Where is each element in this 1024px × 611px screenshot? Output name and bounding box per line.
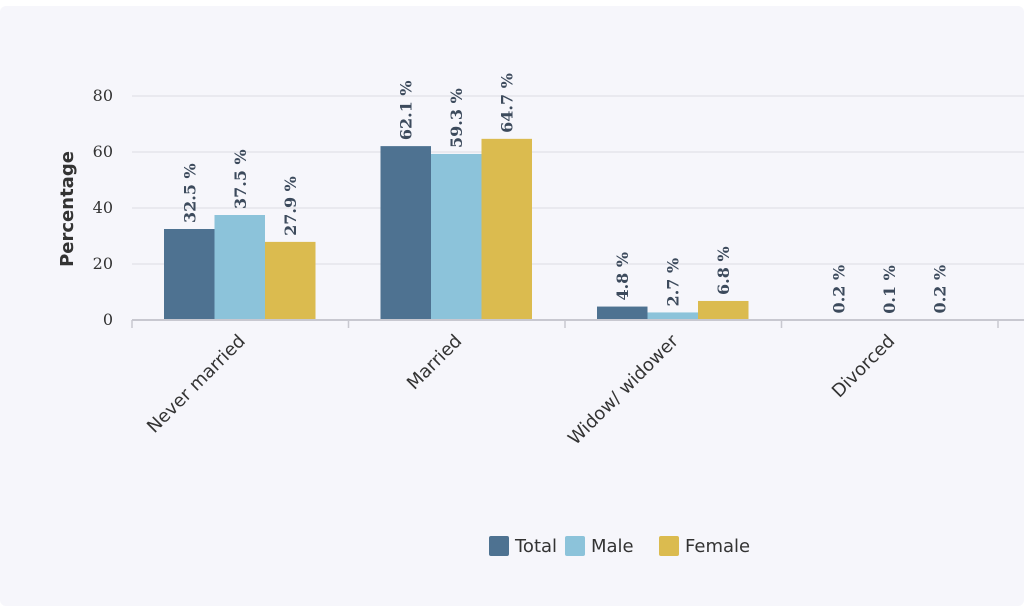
bar (214, 215, 265, 320)
data-label: 64.7 % (498, 73, 517, 133)
y-tick-label: 80 (93, 86, 113, 105)
category-label: Widow/ widower (564, 330, 683, 449)
legend-swatch (489, 536, 509, 556)
legend-label: Total (514, 536, 557, 557)
legend-swatch (565, 536, 585, 556)
bar (647, 312, 698, 320)
bar (698, 300, 749, 320)
bars (164, 138, 965, 320)
gridlines (132, 95, 1024, 265)
y-tick-label: 40 (93, 198, 113, 217)
category-label: Divorced (828, 331, 899, 402)
y-tick-label: 20 (93, 254, 113, 273)
y-tick-labels: 0 20 40 60 80 (93, 86, 113, 329)
legend-label: Male (591, 536, 634, 557)
data-label: 37.5 % (231, 149, 250, 209)
bar (481, 138, 532, 320)
data-label: 2.7 % (664, 258, 683, 307)
y-tick-label: 0 (103, 310, 113, 329)
y-tick-label: 60 (93, 142, 113, 161)
data-labels: 32.5 % 37.5 % 27.9 % 62.1 % 59.3 % 64.7 % 4.8 … (180, 73, 950, 314)
bar-chart: 0 20 40 60 80 Percentage 32.5 % 37.5 % 27.9 % 6… (57, 73, 1024, 557)
data-label: 4.8 % (613, 252, 632, 301)
category-labels: Never married Married Widow/ widower Divorc… (143, 330, 899, 449)
chart-card: 0 20 40 60 80 Percentage 32.5 % 37.5 % 27.9 % 6… (0, 6, 1024, 606)
bar (431, 153, 482, 320)
legend-label: Female (685, 536, 750, 557)
bar (597, 306, 648, 320)
y-axis-title: Percentage (57, 151, 78, 267)
data-label: 0.1 % (880, 265, 899, 314)
data-label: 0.2 % (830, 265, 849, 314)
data-label: 0.2 % (931, 265, 950, 314)
legend-swatch (659, 536, 679, 556)
bar (164, 229, 215, 320)
legend: Total Male Female (489, 536, 750, 557)
data-label: 59.3 % (447, 88, 466, 148)
data-label: 27.9 % (281, 176, 300, 236)
bar (380, 146, 431, 320)
data-label: 32.5 % (180, 163, 199, 223)
bar (265, 241, 316, 320)
data-label: 62.1 % (397, 80, 416, 140)
category-label: Never married (143, 331, 250, 438)
data-label: 6.8 % (714, 246, 733, 295)
x-axis (131, 319, 1024, 328)
category-label: Married (403, 331, 466, 394)
